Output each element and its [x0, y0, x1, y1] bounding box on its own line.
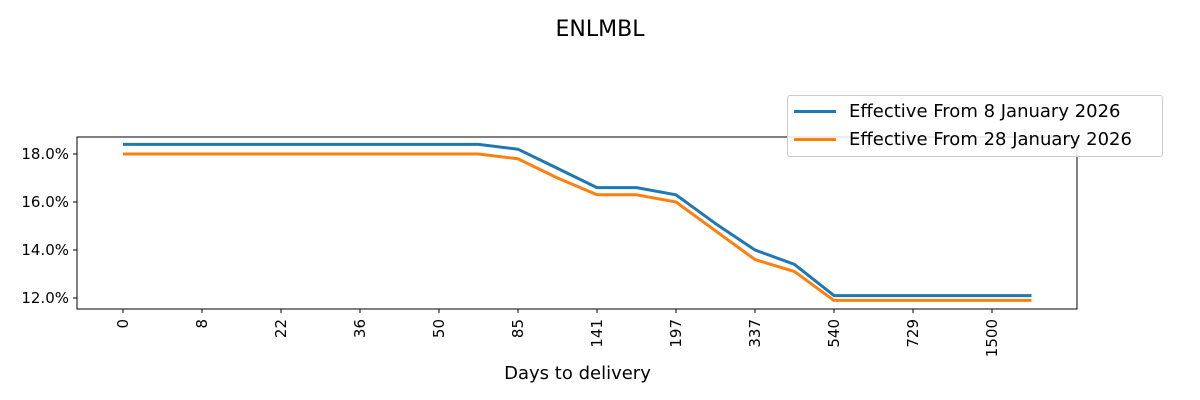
legend-swatch-orange	[794, 137, 836, 141]
y-axis: 12.0% 14.0% 16.0% 18.0%	[21, 145, 77, 307]
legend-label: Effective From 28 January 2026	[849, 128, 1132, 150]
x-tick-label: 0	[114, 319, 132, 329]
x-tick-label: 85	[509, 319, 527, 338]
x-tick-label: 50	[430, 319, 448, 338]
x-tick-label: 197	[667, 319, 685, 348]
axes-frame	[76, 136, 1078, 310]
series-line-28-january-2026	[123, 152, 1032, 302]
series-line-8-january-2026	[123, 142, 1032, 298]
x-tick-label: 22	[272, 319, 290, 338]
x-axis: 0 8 22 36 50 85 141 197 337 540 729 1500	[114, 309, 1001, 357]
x-tick-label: 729	[904, 319, 922, 348]
y-tick-label: 14.0%	[21, 241, 69, 259]
legend: Effective From 8 January 2026 Effective …	[787, 95, 1163, 157]
x-tick-label: 337	[746, 319, 764, 348]
x-tick-label: 540	[825, 319, 843, 348]
legend-label: Effective From 8 January 2026	[849, 100, 1121, 122]
x-tick-label: 36	[351, 319, 369, 338]
legend-item-series-1: Effective From 8 January 2026	[794, 99, 1121, 123]
x-tick-label: 1500	[983, 319, 1001, 357]
y-tick-label: 18.0%	[21, 145, 69, 163]
x-tick-label: 8	[193, 319, 211, 329]
y-tick-label: 12.0%	[21, 289, 69, 307]
x-axis-label: Days to delivery	[504, 363, 651, 384]
legend-swatch-blue	[794, 109, 836, 113]
legend-item-series-2: Effective From 28 January 2026	[794, 127, 1132, 151]
y-tick-label: 16.0%	[21, 193, 69, 211]
x-tick-label: 141	[588, 319, 606, 348]
plot-lines	[123, 142, 1032, 302]
chart-title: ENLMBL	[555, 17, 645, 42]
